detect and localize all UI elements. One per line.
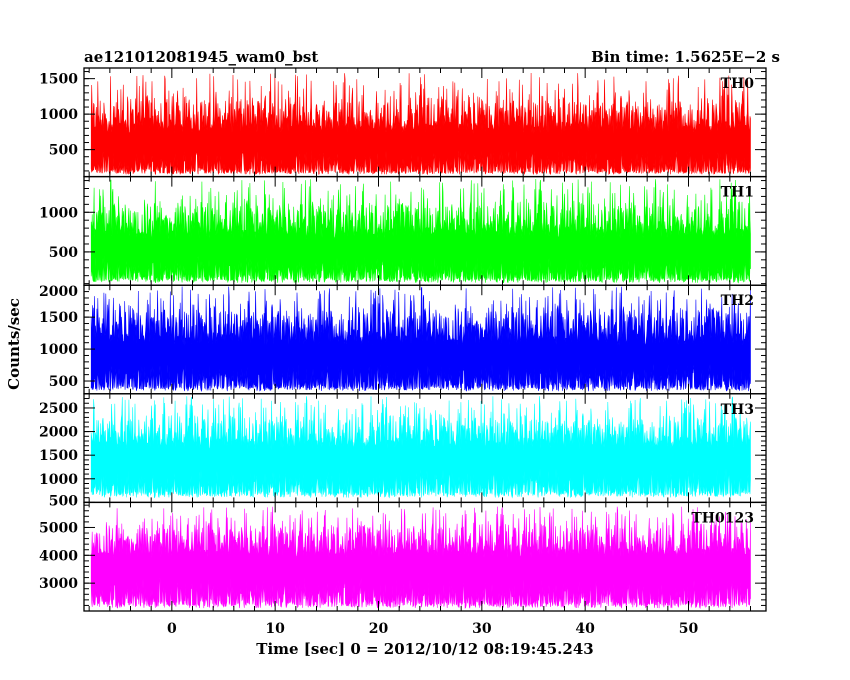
trace-th3 xyxy=(90,396,751,499)
panel-th3: 500 1000 1500 2000 2500 TH3 xyxy=(39,393,767,509)
x-axis-label: Time [sec] 0 = 2012/10/12 08:19:45.243 xyxy=(256,640,593,658)
x-tick-label: 0 xyxy=(167,621,177,637)
panel-th0: 500 1000 1500 TH0 xyxy=(39,67,767,178)
trace-th1 xyxy=(90,178,751,284)
y-tick-label: 2000 xyxy=(39,425,78,441)
y-tick-label: 1000 xyxy=(39,342,78,358)
panel-label: TH0123 xyxy=(691,510,754,526)
y-tick-label: 5000 xyxy=(39,520,78,536)
y-tick-label: 1500 xyxy=(39,72,78,88)
trace-th0 xyxy=(90,72,751,176)
y-tick-label: 1000 xyxy=(39,205,78,221)
panel-label: TH1 xyxy=(721,185,754,201)
panel-th0123: 3000 4000 5000 TH0123 xyxy=(39,501,767,612)
y-axis-label: Counts/sec xyxy=(5,298,23,390)
x-tick-label: 40 xyxy=(575,621,595,637)
y-tick-label: 1500 xyxy=(39,448,78,464)
y-tick-label: 500 xyxy=(49,245,78,261)
panel-label: TH0 xyxy=(721,76,755,92)
panel-label: TH3 xyxy=(721,402,754,418)
panels: 500 1000 1500 TH0 500 1000 TH1 500 1000 1500 2000 T… xyxy=(39,67,767,612)
y-tick-label: 4000 xyxy=(39,548,78,564)
trace-th0123 xyxy=(90,506,751,610)
trace-th2 xyxy=(90,286,751,392)
y-tick-label: 2000 xyxy=(39,284,78,300)
y-tick-label: 1000 xyxy=(39,107,78,123)
y-tick-label: 1000 xyxy=(39,472,78,488)
chart-title: ae121012081945_wam0_bst xyxy=(84,48,318,66)
y-tick-label: 3000 xyxy=(39,576,78,592)
x-tick-label: 20 xyxy=(369,621,389,637)
x-tick-label: 10 xyxy=(265,621,285,637)
chart-subtitle: Bin time: 1.5625E−2 s xyxy=(591,48,780,66)
panel-th2: 500 1000 1500 2000 TH2 xyxy=(39,284,767,395)
y-tick-label: 2500 xyxy=(39,401,78,417)
panel-label: TH2 xyxy=(721,293,754,309)
y-tick-label: 500 xyxy=(49,374,78,390)
panel-frame xyxy=(83,501,767,612)
y-tick-label: 1500 xyxy=(39,310,78,326)
y-tick-label: 500 xyxy=(49,143,78,159)
y-tick-label: 500 xyxy=(49,493,78,509)
x-axis: 0 10 20 30 40 50 xyxy=(167,621,699,637)
panel-th1: 500 1000 TH1 xyxy=(39,175,767,286)
x-tick-label: 50 xyxy=(679,621,699,637)
x-tick-label: 30 xyxy=(472,621,492,637)
